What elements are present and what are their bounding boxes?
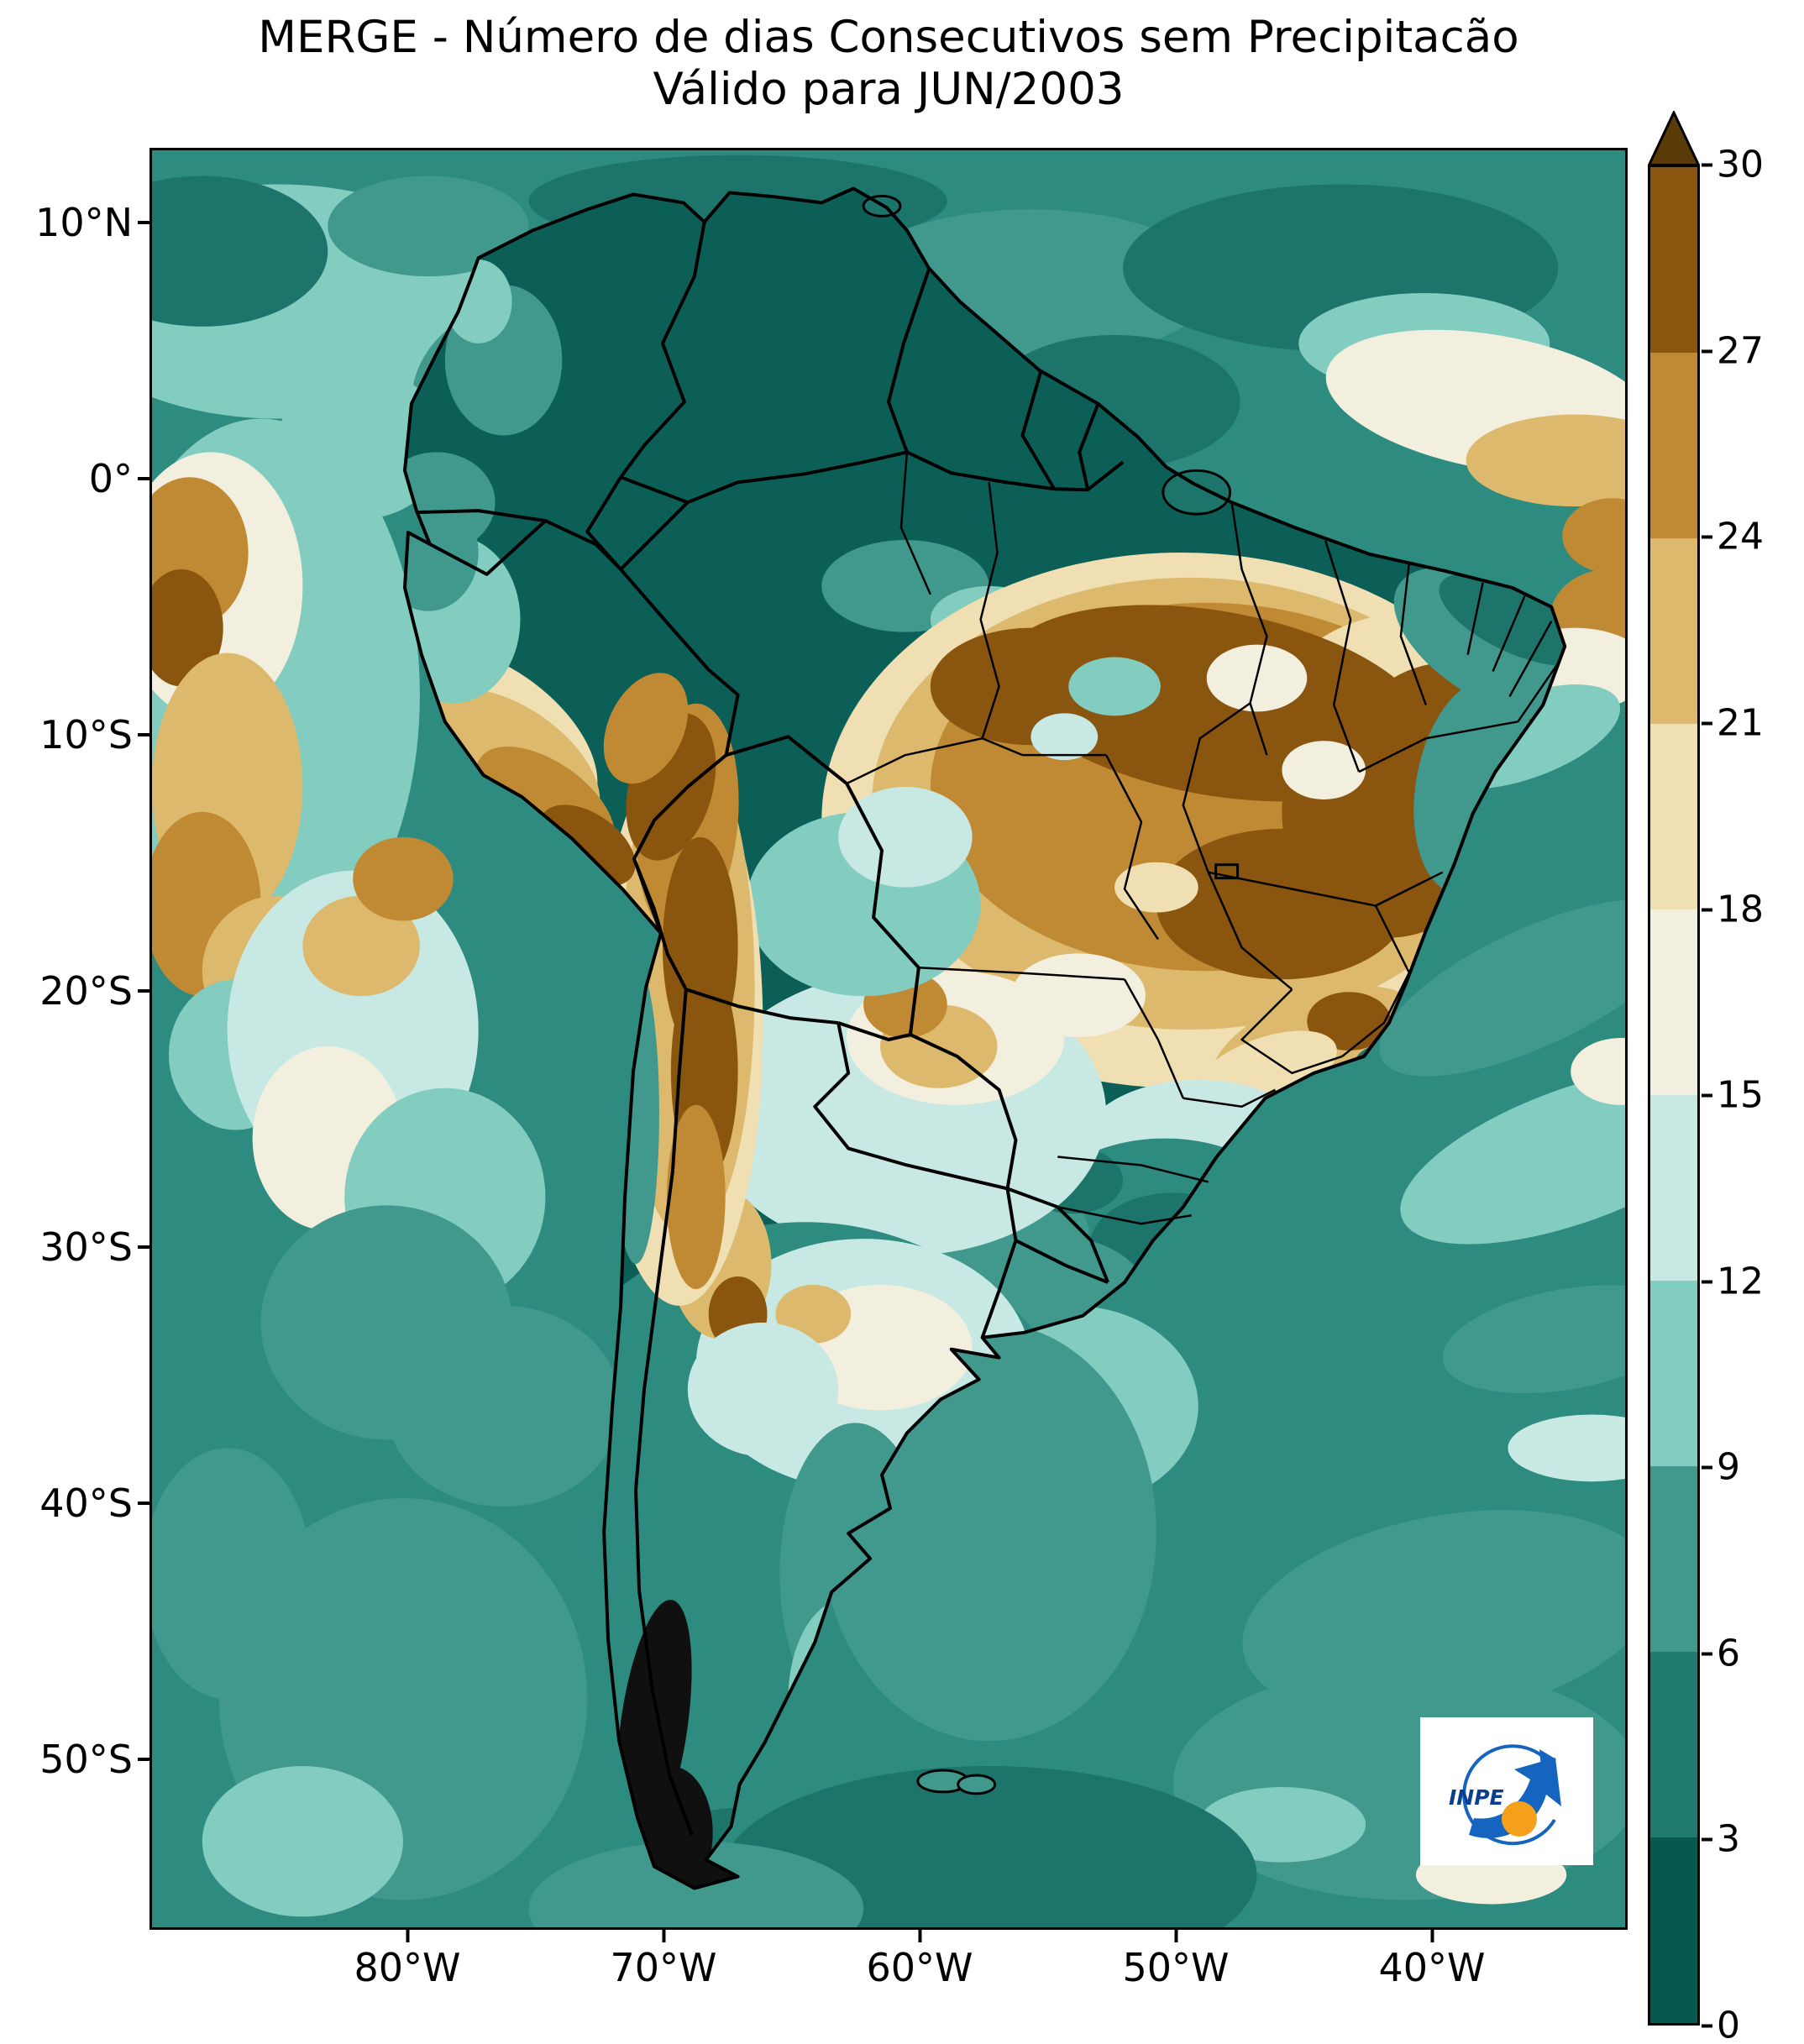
- map-canvas: [152, 150, 1625, 1927]
- colorbar-tick-label: 30: [1717, 143, 1764, 186]
- y-tick-label: 10°N: [8, 200, 133, 245]
- y-tick-label: 20°S: [8, 968, 133, 1014]
- y-tick-label: 10°S: [8, 712, 133, 757]
- x-tick-label: 40°W: [1378, 1945, 1486, 1990]
- colorbar-tick-label: 9: [1717, 1445, 1740, 1489]
- colorbar-segment: [1650, 538, 1697, 724]
- colorbar-tick-label: 24: [1717, 515, 1764, 558]
- colorbar-tick-label: 27: [1717, 329, 1764, 373]
- map-plot-area: INPE: [149, 148, 1628, 1930]
- colorbar-segment: [1650, 1652, 1697, 1837]
- colorbar-segment: [1650, 909, 1697, 1095]
- colorbar-segment: [1650, 1837, 1697, 2023]
- colorbar-segment: [1650, 353, 1697, 538]
- inpe-logo: INPE: [1449, 1744, 1561, 1846]
- y-tick-label: 40°S: [8, 1481, 133, 1526]
- inpe-logo-box: INPE: [1420, 1717, 1593, 1865]
- colorbar-segment: [1650, 1095, 1697, 1281]
- x-tick-label: 60°W: [866, 1945, 973, 1990]
- inpe-logo-text: INPE: [1449, 1785, 1504, 1810]
- colorbar-segment: [1650, 724, 1697, 909]
- figure-title-line2: Válido para JUN/2003: [653, 64, 1125, 115]
- colorbar-segment: [1650, 167, 1697, 353]
- x-tick-label: 50°W: [1122, 1945, 1230, 1990]
- borders-layer: [402, 186, 1567, 1890]
- colorbar-tick-label: 6: [1717, 1632, 1740, 1675]
- colorbar-tick-label: 15: [1717, 1073, 1764, 1117]
- colorbar-segment: [1650, 1466, 1697, 1652]
- colorbar-tick-label: 18: [1717, 888, 1764, 931]
- colorbar-tick-label: 12: [1717, 1260, 1764, 1303]
- colorbar: [1648, 165, 1700, 2026]
- x-tick-label: 70°W: [610, 1945, 717, 1990]
- y-tick-label: 50°S: [8, 1737, 133, 1782]
- colorbar-tick-label: 21: [1717, 701, 1764, 745]
- colorbar-extend-arrow: [1648, 111, 1700, 166]
- colorbar-segment: [1650, 1281, 1697, 1466]
- y-tick-label: 30°S: [8, 1224, 133, 1270]
- y-tick-label: 0°: [8, 456, 133, 501]
- x-tick-label: 80°W: [354, 1945, 461, 1990]
- colorbar-tick-label: 0: [1717, 2005, 1740, 2044]
- figure-title-line1: MERGE - Número de dias Consecutivos sem …: [258, 12, 1519, 63]
- colorbar-tick-label: 3: [1717, 1817, 1740, 1861]
